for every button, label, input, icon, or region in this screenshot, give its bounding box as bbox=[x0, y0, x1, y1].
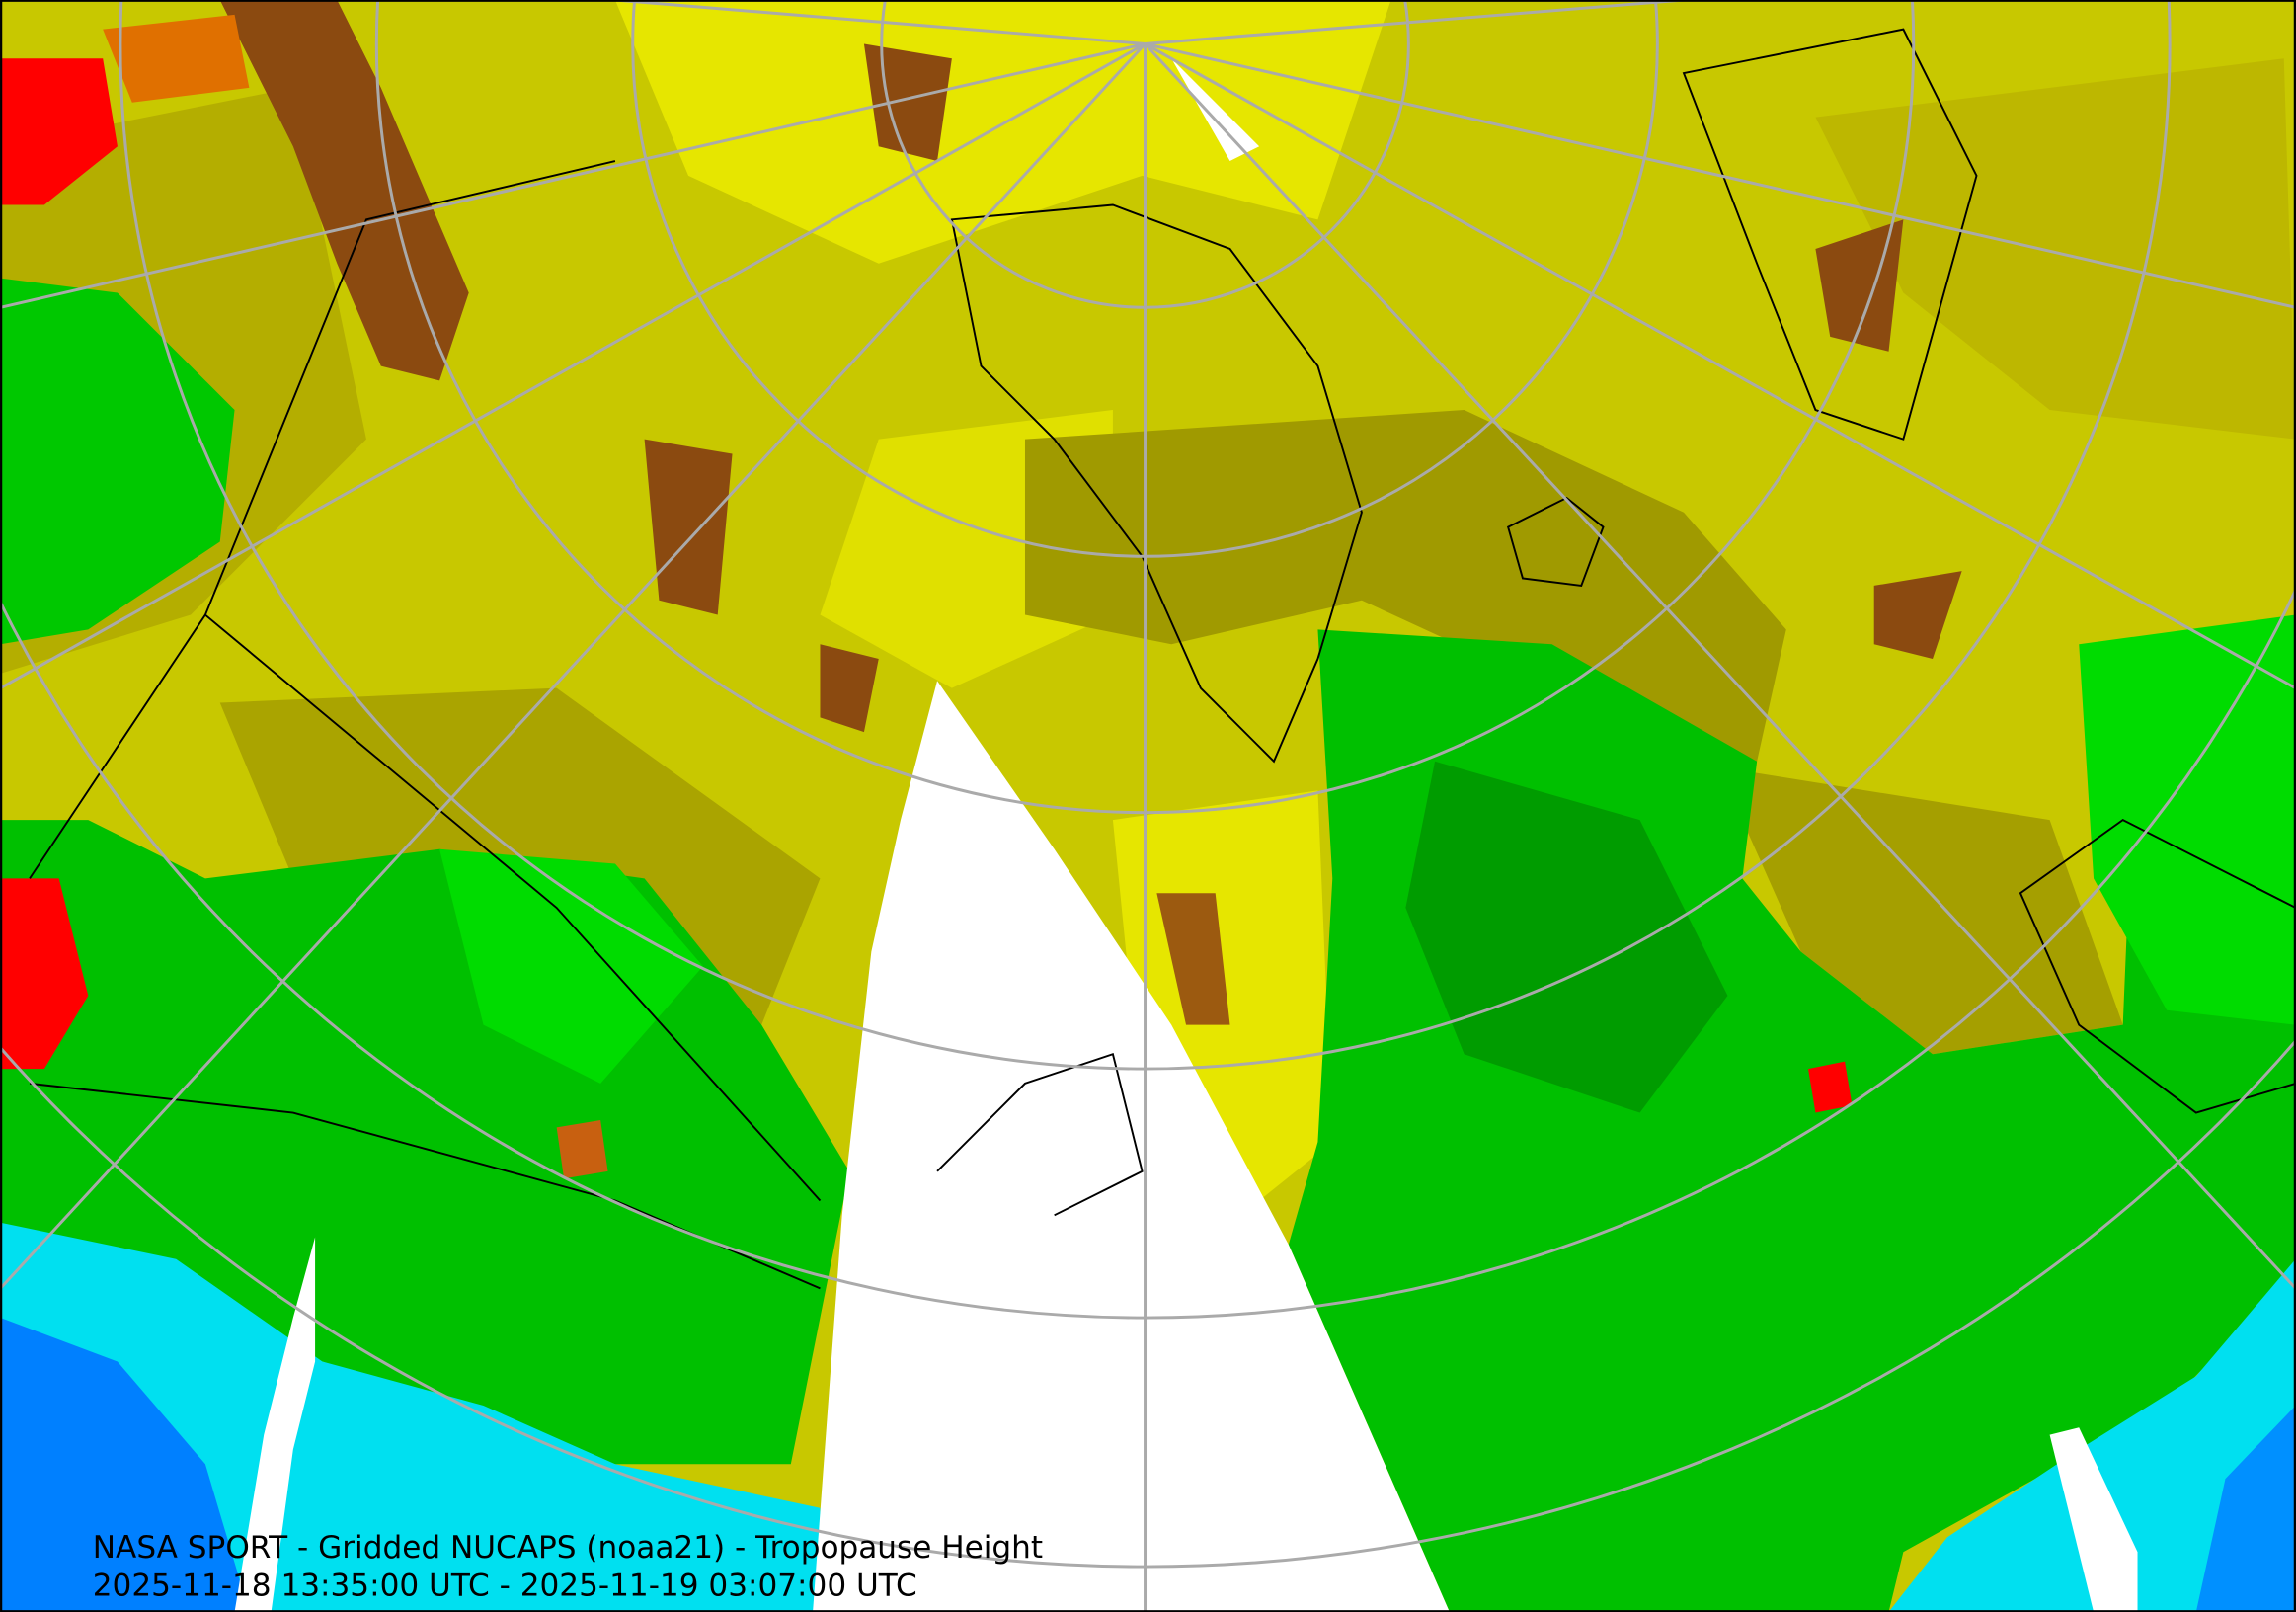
blue-zone bbox=[0, 1318, 250, 1612]
brown-patch bbox=[1815, 219, 1904, 352]
no-data-swath bbox=[234, 1237, 316, 1612]
caption-title: NASA SPORT - Gridded NUCAPS (noaa21) - T… bbox=[93, 1530, 1043, 1566]
olive-zone bbox=[1815, 58, 2296, 440]
brown-patch bbox=[863, 43, 952, 162]
boundary bbox=[29, 160, 616, 879]
orange-patch bbox=[103, 14, 250, 103]
blue-zone bbox=[2195, 1405, 2296, 1612]
red-patch bbox=[1808, 1061, 1853, 1113]
brown-patch bbox=[1873, 571, 1962, 660]
no-data-swath bbox=[1171, 58, 1260, 162]
red-patch bbox=[0, 878, 89, 1070]
green-zone bbox=[439, 848, 703, 1084]
dark-green-zone bbox=[1405, 761, 1728, 1113]
coast bbox=[1682, 28, 1978, 441]
no-data-swath bbox=[2049, 1427, 2138, 1612]
brown-patch bbox=[1156, 893, 1230, 1025]
coast bbox=[950, 203, 1363, 764]
coast bbox=[1506, 496, 1605, 587]
brown-patch bbox=[820, 644, 879, 733]
brown-patch bbox=[556, 1119, 608, 1179]
caption-time-range: 2025-11-18 13:35:00 UTC - 2025-11-19 03:… bbox=[93, 1569, 917, 1604]
cyan-zone bbox=[1888, 1258, 2296, 1612]
brown-patch bbox=[219, 0, 469, 381]
coast bbox=[2019, 818, 2296, 1114]
brown-patch bbox=[644, 439, 733, 615]
green-zone bbox=[0, 278, 235, 645]
green-zone bbox=[2079, 614, 2296, 1025]
no-data-swath bbox=[813, 681, 1450, 1612]
yellow-zone bbox=[614, 0, 1391, 264]
red-patch bbox=[0, 58, 118, 205]
boundary bbox=[204, 613, 822, 1202]
coast bbox=[936, 1053, 1144, 1217]
